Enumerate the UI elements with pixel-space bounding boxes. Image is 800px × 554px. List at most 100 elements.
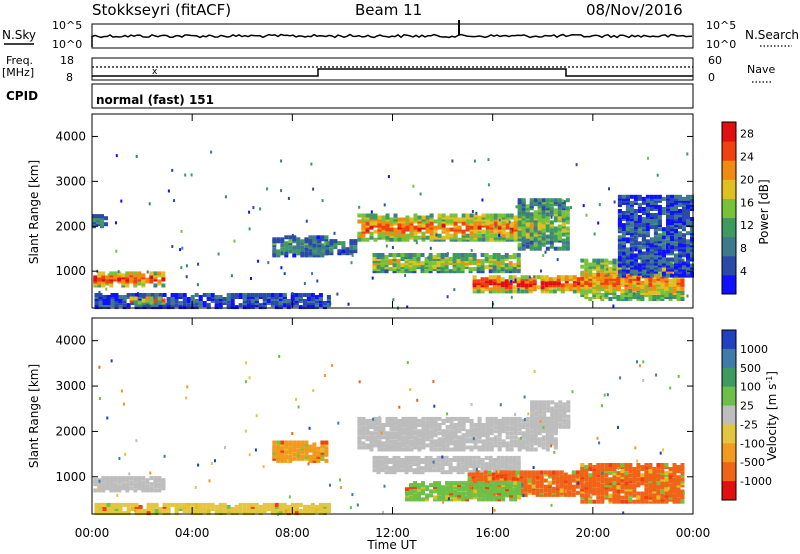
velocity-cell bbox=[153, 476, 158, 481]
power-cell bbox=[420, 267, 425, 272]
velocity-cell bbox=[409, 489, 413, 494]
power-cell bbox=[629, 227, 634, 232]
power-cell bbox=[286, 299, 291, 303]
velocity-cell bbox=[549, 439, 554, 444]
velocity-cell bbox=[509, 421, 514, 425]
velocity-cell bbox=[441, 445, 446, 450]
power-cell bbox=[489, 229, 494, 234]
power-cell bbox=[274, 301, 279, 305]
velocity-cell bbox=[477, 493, 482, 498]
velocity-cell bbox=[300, 444, 305, 449]
power-cell bbox=[690, 265, 694, 270]
velocity-cell bbox=[533, 439, 538, 444]
cpid-value: normal (fast) 151 bbox=[96, 93, 214, 107]
velocity-cell bbox=[373, 416, 378, 421]
power-cell bbox=[496, 275, 501, 280]
velocity-cell bbox=[527, 486, 532, 491]
power-cell bbox=[608, 297, 613, 301]
power-cell bbox=[497, 221, 502, 226]
nsky-label: N.Sky bbox=[2, 28, 36, 42]
power-cell bbox=[653, 245, 658, 250]
velocity-cell bbox=[460, 464, 465, 469]
power-cell bbox=[302, 303, 307, 308]
velocity-cell bbox=[433, 439, 438, 444]
velocity-cell bbox=[417, 445, 422, 450]
velocity-cell bbox=[656, 495, 661, 500]
y-tick-label: 2000 bbox=[55, 219, 86, 233]
velocity-cell bbox=[421, 485, 425, 490]
velocity-cell bbox=[477, 497, 482, 502]
power-cell bbox=[421, 215, 426, 220]
power-cell bbox=[465, 233, 470, 238]
power-cell bbox=[162, 293, 167, 297]
velocity-cell bbox=[620, 463, 625, 467]
power-noise-point bbox=[280, 189, 283, 193]
power-noise-point bbox=[280, 266, 283, 270]
velocity-cell bbox=[314, 507, 319, 511]
velocity-cell bbox=[493, 485, 498, 490]
velocity-cell bbox=[282, 511, 287, 516]
velocity-cell bbox=[452, 455, 457, 460]
power-cell bbox=[686, 194, 690, 199]
power-cell bbox=[666, 227, 670, 232]
power-cell bbox=[533, 222, 538, 227]
power-cell bbox=[118, 303, 123, 308]
velocity-cell bbox=[449, 435, 454, 440]
power-cell bbox=[404, 269, 409, 274]
velocity-cell bbox=[388, 466, 393, 471]
velocity-cell bbox=[365, 445, 370, 450]
velocity-cell bbox=[98, 502, 103, 507]
velocity-cell bbox=[456, 455, 461, 460]
power-cell bbox=[674, 235, 678, 240]
velocity-cell bbox=[310, 502, 315, 507]
velocity-cell bbox=[512, 458, 517, 462]
velocity-cell bbox=[97, 484, 102, 489]
velocity-cell bbox=[672, 469, 677, 474]
power-cell bbox=[521, 246, 526, 251]
power-cell bbox=[666, 200, 670, 205]
power-noise-point bbox=[210, 150, 213, 154]
velocity-cell bbox=[676, 475, 681, 480]
velocity-cell bbox=[555, 480, 560, 485]
velocity-cell bbox=[157, 488, 162, 493]
power-cell bbox=[565, 236, 570, 241]
velocity-cell bbox=[563, 476, 568, 481]
velocity-cell bbox=[489, 416, 494, 421]
power-cell bbox=[620, 288, 625, 293]
power-cell bbox=[624, 272, 629, 277]
velocity-cell bbox=[125, 482, 130, 487]
power-cell bbox=[361, 213, 366, 218]
power-cell bbox=[481, 237, 486, 242]
power-cell bbox=[280, 237, 285, 242]
power-cell bbox=[549, 220, 554, 225]
velocity-cell bbox=[541, 429, 546, 434]
power-cell bbox=[633, 196, 638, 201]
velocity-cell bbox=[497, 429, 502, 434]
velocity-cell bbox=[456, 468, 461, 473]
velocity-cell bbox=[644, 487, 649, 492]
velocity-cell bbox=[392, 468, 397, 473]
velocity-cell bbox=[405, 435, 410, 440]
power-cell bbox=[666, 217, 670, 222]
velocity-cell bbox=[420, 466, 425, 471]
power-cell bbox=[453, 231, 458, 236]
power-cell bbox=[561, 222, 566, 227]
velocity-cell bbox=[517, 431, 522, 436]
velocity-cell bbox=[487, 472, 492, 477]
power-cell bbox=[641, 255, 646, 260]
velocity-cell bbox=[380, 466, 385, 471]
power-cell bbox=[661, 235, 666, 240]
velocity-cell bbox=[497, 425, 502, 430]
power-cell bbox=[469, 219, 474, 224]
velocity-cell bbox=[562, 424, 567, 429]
velocity-cell bbox=[401, 439, 406, 444]
velocity-cell bbox=[501, 439, 506, 444]
velocity-cell bbox=[575, 490, 580, 495]
power-cell bbox=[149, 271, 154, 276]
velocity-cell bbox=[417, 418, 422, 423]
velocity-cell bbox=[133, 482, 138, 487]
velocity-cell bbox=[153, 488, 158, 493]
power-cell bbox=[648, 282, 653, 287]
velocity-cell bbox=[604, 469, 609, 474]
power-cell bbox=[314, 305, 319, 310]
